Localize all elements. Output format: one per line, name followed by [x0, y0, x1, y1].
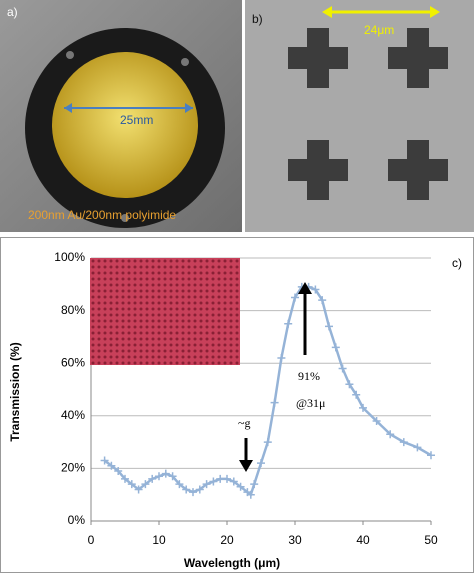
x-tick-label: 0 [88, 533, 95, 547]
dimension-label: 24μm [364, 23, 394, 37]
photo-b [245, 0, 474, 232]
x-tick-label: 30 [288, 533, 302, 547]
y-tick-label: 40% [61, 408, 85, 422]
panel-label: c) [452, 256, 462, 270]
panel-label: a) [7, 5, 18, 19]
annotation: ~g [238, 416, 251, 430]
y-tick-label: 80% [61, 303, 85, 317]
figure: 25mm 200nm Au/200nm polyimide a) 24μm b)… [0, 0, 474, 573]
hole [66, 51, 74, 59]
y-tick-label: 0% [68, 513, 86, 527]
caption: 200nm Au/200nm polyimide [28, 208, 176, 222]
annotation: 91% [298, 369, 320, 383]
panel-label: b) [252, 12, 263, 26]
dimension-label: 25mm [120, 113, 153, 127]
annotation: @31μ [296, 396, 325, 410]
x-tick-label: 20 [220, 533, 234, 547]
y-tick-label: 60% [61, 355, 85, 369]
inset-image [90, 258, 240, 365]
page: 25mm 200nm Au/200nm polyimide a) 24μm b)… [0, 0, 474, 573]
hole [181, 58, 189, 66]
x-tick-label: 40 [356, 533, 370, 547]
y-tick-label: 20% [61, 461, 85, 475]
y-axis-label: Transmission (%) [8, 342, 22, 441]
x-tick-label: 10 [152, 533, 166, 547]
x-axis-label: Wavelength (μm) [184, 556, 280, 570]
y-tick-label: 100% [54, 250, 85, 264]
x-tick-label: 50 [424, 533, 438, 547]
